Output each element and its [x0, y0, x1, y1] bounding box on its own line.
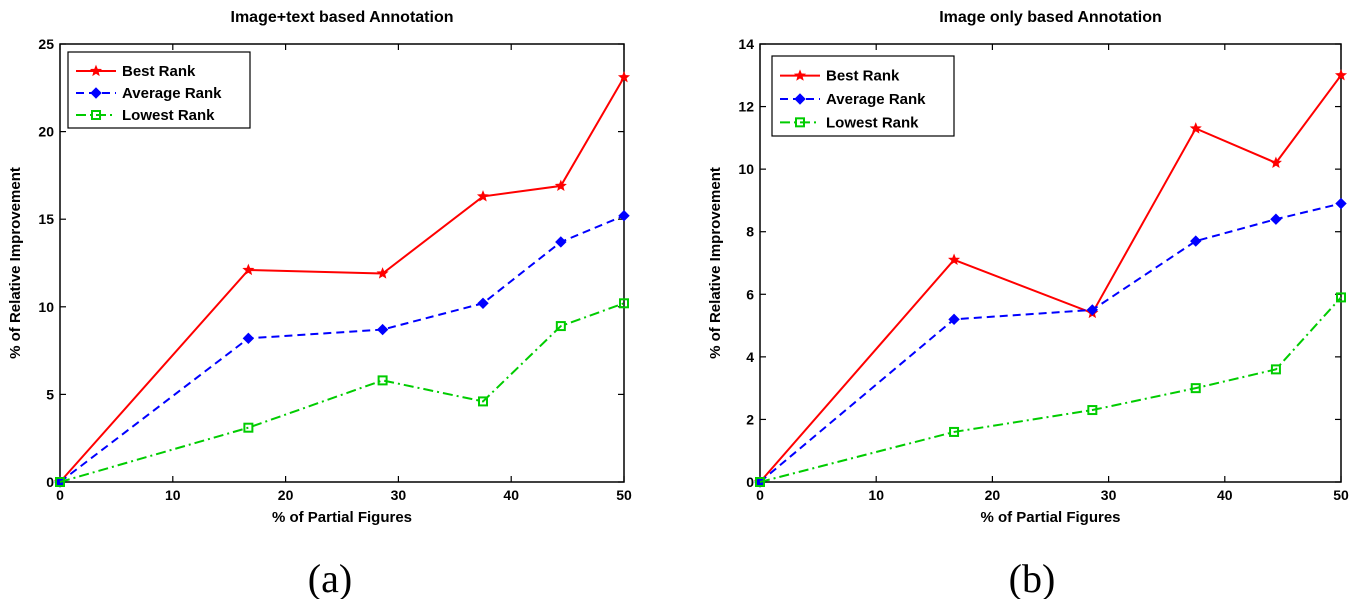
data-point — [1334, 68, 1348, 81]
x-tick-label: 40 — [503, 487, 519, 503]
legend-entry: Average Rank — [122, 85, 222, 102]
y-axis-label: % of Relative Improvement — [707, 167, 724, 359]
data-point — [242, 263, 255, 276]
plot-frame — [59, 43, 625, 483]
y-tick-label: 15 — [38, 211, 54, 227]
data-point — [948, 253, 961, 266]
legend-entry: Best Rank — [122, 63, 196, 80]
legend-marker — [91, 110, 101, 120]
x-tick-label: 20 — [278, 487, 294, 503]
y-tick-label: 10 — [38, 299, 54, 315]
x-tick-label: 40 — [1217, 487, 1233, 503]
x-tick-label: 10 — [868, 487, 884, 503]
chart-panel-2: Image only based Annotation 0 10 20 30 40 50 0 2… — [707, 9, 1349, 599]
x-tick-label: 50 — [1333, 487, 1349, 503]
data-point — [242, 332, 255, 345]
series-line — [759, 296, 1342, 483]
data-point — [1336, 292, 1346, 303]
series-lowest-rank — [55, 298, 629, 487]
legend-entry: Best Rank — [826, 68, 900, 85]
series-lowest-rank — [755, 292, 1346, 487]
data-point — [1269, 156, 1282, 169]
x-tick-label: 0 — [756, 487, 764, 503]
series-average-rank — [754, 197, 1347, 488]
y-axis-label: % of Relative Improvement — [7, 167, 24, 359]
y-tick-label: 10 — [738, 161, 754, 177]
y-tick-label: 2 — [746, 411, 754, 427]
data-point — [1270, 213, 1282, 225]
x-tick-label: 0 — [56, 487, 64, 503]
legend-entry: Average Rank — [826, 91, 926, 108]
series-best-rank — [53, 70, 631, 488]
data-point — [619, 298, 629, 309]
data-point — [1190, 383, 1201, 394]
data-point — [1086, 304, 1099, 316]
series-line — [59, 214, 625, 483]
legend: Best Rank Average Rank Lowest Rank — [67, 51, 251, 129]
y-tick-label: 25 — [38, 36, 54, 52]
legend-marker — [794, 93, 806, 105]
series-line — [59, 302, 625, 483]
data-point — [243, 422, 254, 433]
data-point — [949, 426, 960, 437]
x-tick-label: 30 — [1101, 487, 1117, 503]
data-point — [377, 375, 388, 386]
y-tick-label: 8 — [746, 224, 754, 240]
series-line — [59, 76, 625, 483]
chart-panel-1: Image+text based Annotation 0 10 20 30 40 50 0 5… — [7, 9, 632, 599]
data-point — [1087, 405, 1098, 416]
data-point — [1270, 364, 1281, 375]
y-tick-label: 5 — [46, 386, 54, 402]
data-point — [476, 190, 490, 202]
panel-caption: (a) — [308, 556, 352, 599]
panel-caption: (b) — [1009, 556, 1056, 599]
y-tick-label: 14 — [738, 36, 754, 52]
x-tick-label: 20 — [985, 487, 1001, 503]
data-point — [1189, 122, 1202, 134]
y-tick-label: 0 — [746, 474, 754, 490]
data-point — [555, 236, 567, 248]
data-point — [555, 321, 566, 332]
chart-title: Image+text based Annotation — [231, 9, 454, 26]
data-point — [1190, 235, 1202, 247]
plot-frame — [759, 43, 1342, 483]
x-axis-label: % of Partial Figures — [980, 509, 1120, 526]
legend-marker — [795, 117, 805, 128]
y-tick-label: 4 — [746, 349, 754, 365]
series-line — [759, 202, 1342, 483]
legend-entry: Lowest Rank — [826, 114, 919, 131]
data-point — [948, 313, 960, 326]
series-average-rank — [54, 209, 630, 488]
data-point — [1335, 197, 1347, 210]
chart-title: Image only based Annotation — [939, 9, 1162, 26]
data-point — [55, 477, 65, 487]
data-point — [618, 209, 630, 222]
legend-marker — [90, 87, 102, 99]
x-tick-label: 10 — [165, 487, 181, 503]
legend-entry: Lowest Rank — [122, 107, 215, 124]
x-axis-label: % of Partial Figures — [272, 509, 412, 526]
y-tick-label: 20 — [38, 124, 54, 140]
y-tick-label: 12 — [738, 99, 754, 115]
data-point — [554, 179, 567, 192]
y-tick-label: 0 — [46, 474, 54, 490]
x-tick-label: 50 — [616, 487, 632, 503]
data-point — [755, 477, 765, 487]
series-line — [759, 74, 1342, 483]
legend-marker — [793, 69, 807, 81]
data-point — [477, 297, 489, 310]
data-point — [376, 323, 389, 336]
legend: Best Rank Average Rank Lowest Rank — [771, 55, 955, 137]
data-point — [617, 70, 631, 83]
data-point — [376, 267, 389, 279]
y-tick-label: 6 — [746, 286, 754, 302]
legend-marker — [89, 64, 103, 77]
data-point — [478, 396, 488, 407]
x-tick-label: 30 — [391, 487, 407, 503]
